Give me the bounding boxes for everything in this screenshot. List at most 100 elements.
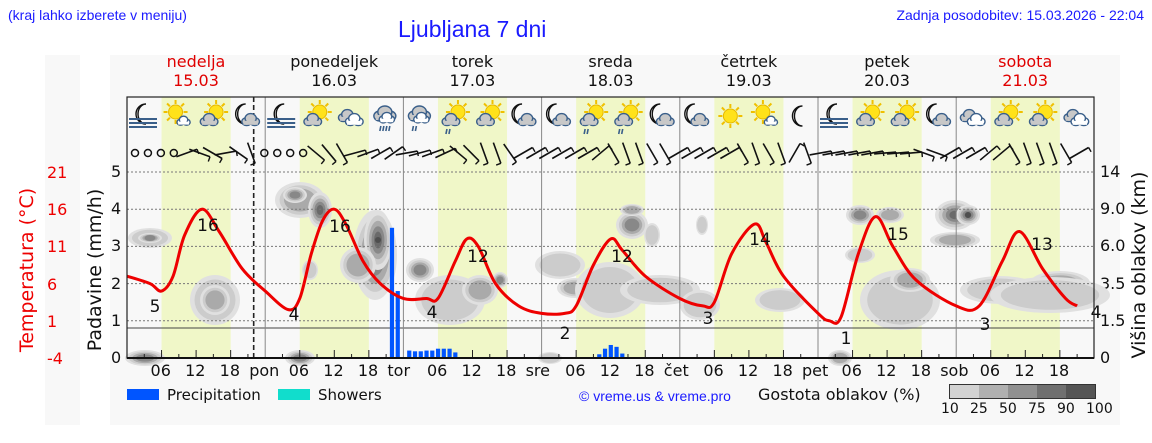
precip-tick: 4 — [111, 199, 122, 219]
precipitation-bar — [602, 348, 608, 358]
hour-tick: 18 — [357, 361, 379, 380]
temperature-value-label: 2 — [560, 324, 571, 344]
temperature-tick: 1 — [47, 311, 58, 331]
temperature-value-label: 4 — [427, 303, 438, 323]
moon-cloud-icon — [545, 103, 572, 127]
precipitation-bar — [407, 350, 412, 358]
precipitation-legend-swatch — [127, 389, 159, 400]
precipitation-bar — [441, 348, 446, 358]
day-header-5: petek 20.03 — [818, 52, 956, 90]
sun-cloud-icon — [994, 100, 1023, 127]
wind-barbs-row — [130, 142, 1092, 166]
moon-cloud-icon — [511, 103, 537, 127]
last-update: Zadnja posodobitev: 15.03.2026 - 22:04 — [896, 7, 1144, 23]
temperature-value-label: 4 — [1091, 303, 1102, 323]
cloudy-icon — [1063, 108, 1090, 127]
day-abbr-tick: tor — [387, 361, 411, 380]
drizzle-cloud-icon — [407, 105, 432, 132]
fog-night-icon — [129, 103, 157, 128]
cloud-height-tick: 0 — [1100, 348, 1111, 367]
day-name: torek — [451, 52, 494, 71]
hour-tick: 18 — [496, 361, 517, 380]
cloud-height-tick: 14 — [1100, 162, 1121, 181]
cloudy-icon — [959, 108, 986, 127]
day-date: 16.03 — [311, 71, 358, 90]
day-abbr-tick: sob — [940, 361, 969, 380]
day-name: sreda — [588, 52, 633, 71]
day-date: 20.03 — [864, 71, 910, 90]
fog-night-icon — [820, 103, 848, 128]
fog-night-icon — [267, 103, 296, 128]
hour-tick: 06 — [426, 361, 448, 380]
day-header-2: torek 17.03 — [403, 52, 541, 90]
cloud-density-swatch — [979, 385, 1008, 398]
temperature-tick: 16 — [47, 200, 68, 220]
day-name: ponedeljek — [290, 52, 379, 71]
precipitation-legend-label: Precipitation — [167, 386, 261, 404]
cloud-density-scale — [949, 384, 1096, 399]
hour-tick: 12 — [876, 361, 897, 380]
cloud-height-tick: 3.5 — [1100, 273, 1126, 293]
moon-cloud-icon — [684, 103, 710, 127]
hour-tick: 12 — [323, 361, 344, 380]
cloud-density-step: 75 — [1028, 401, 1046, 417]
hour-tick: 12 — [737, 361, 759, 380]
day-abbr-tick: pon — [249, 361, 280, 380]
precipitation-bar — [447, 348, 452, 358]
temperature-tick: 6 — [47, 274, 58, 294]
hour-tick: 12 — [1014, 361, 1035, 380]
credit-link[interactable]: © vreme.us & vreme.pro — [579, 388, 731, 404]
hour-tick: 18 — [219, 361, 240, 380]
temperature-value-label: 3 — [980, 315, 991, 335]
precipitation-bar — [608, 344, 613, 358]
showers-legend-swatch — [278, 389, 310, 400]
temperature-value-label: 14 — [749, 230, 771, 250]
hour-tick: 18 — [1048, 361, 1070, 380]
hour-tick: 06 — [703, 361, 724, 380]
day-header-6: sobota 21.03 — [956, 52, 1094, 90]
temperature-value-label: 16 — [197, 216, 219, 236]
sun-small-cloud-icon — [163, 100, 191, 126]
day-abbr-tick: sre — [525, 361, 550, 380]
precipitation-bar — [435, 348, 441, 358]
region-hint-link[interactable]: (kraj lahko izberete v meniju) — [8, 7, 187, 23]
hour-tick: 06 — [565, 361, 586, 380]
temperature-value-label: 3 — [703, 309, 714, 329]
temperature-value-label: 4 — [289, 305, 300, 325]
sun-cloud-drizzle-icon — [579, 100, 609, 135]
sun-cloud-drizzle-icon — [441, 100, 470, 135]
sun-small-cloud-icon — [750, 100, 779, 126]
precipitation-bar — [620, 353, 625, 358]
day-header-4: četrtek 19.03 — [680, 52, 818, 90]
sun-cloud-icon — [303, 100, 332, 127]
temp-axis-panel — [45, 55, 80, 425]
showers-legend-label: Showers — [318, 386, 382, 404]
temperature-tick: -4 — [47, 349, 63, 368]
precip-tick: 3 — [111, 236, 122, 256]
precipitation-bar — [395, 291, 400, 358]
precipitation-bar — [453, 352, 458, 358]
precipitation-bar — [430, 350, 435, 358]
precipitation-bar — [412, 351, 418, 358]
cloud-density-field — [125, 182, 1110, 366]
cloud-density-swatch — [950, 385, 979, 398]
day-name: nedelja — [166, 52, 226, 71]
hour-tick: 18 — [634, 361, 655, 380]
day-date: 17.03 — [449, 71, 496, 90]
temperature-line — [126, 207, 1078, 325]
hour-tick: 18 — [772, 361, 793, 380]
day-name: sobota — [998, 52, 1053, 71]
sun-cloud-drizzle-icon — [614, 100, 643, 135]
moon-cloud-icon — [925, 103, 952, 127]
day-abbr-tick: čet — [663, 361, 689, 380]
temperature-value-label: 1 — [841, 329, 852, 349]
daylight-band — [299, 97, 369, 358]
day-name: petek — [864, 52, 910, 71]
cloud-density-step: 25 — [970, 401, 988, 417]
precip-tick: 2 — [111, 273, 122, 293]
sun-cloud-icon — [199, 100, 229, 127]
temperature-value-label: 13 — [1031, 235, 1053, 255]
page-title: Ljubljana 7 dni — [398, 16, 547, 42]
cloud-height-tick: 1.5 — [1100, 310, 1126, 330]
temperature-value-label: 5 — [150, 297, 161, 317]
